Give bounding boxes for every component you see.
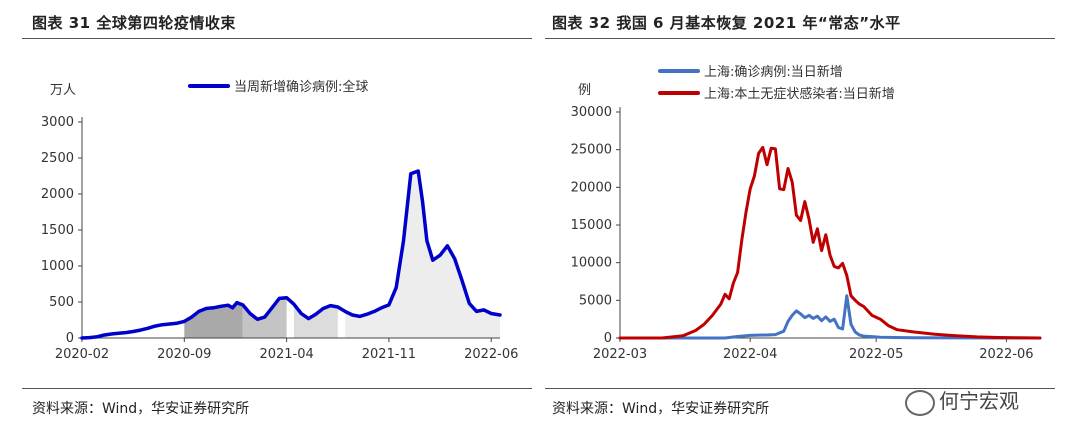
legend-label: 上海:本土无症状感染者:当日新增 xyxy=(704,86,895,102)
right-bottom-rule xyxy=(545,388,1055,389)
y-axis-label: 万人 xyxy=(50,83,76,98)
right-chart: 0 5000 10000 15000 20000 25000 30000 2022-03 202… xyxy=(571,64,1042,362)
x-tick-label: 2020-09 xyxy=(157,347,211,362)
y-tick-label: 0 xyxy=(604,331,612,346)
y-tick-label: 3000 xyxy=(41,115,74,130)
x-tick-label: 2021-11 xyxy=(362,347,416,362)
watermark-text: 何宁宏观 xyxy=(939,389,1019,413)
right-title-rule xyxy=(545,38,1055,39)
y-tick-label: 500 xyxy=(49,295,74,310)
wechat-icon xyxy=(905,389,935,416)
series-line-0 xyxy=(80,169,502,340)
y-tick-label: 15000 xyxy=(571,218,612,233)
y-tick-label: 10000 xyxy=(571,256,612,271)
y-tick-label: 0 xyxy=(66,331,74,346)
right-source-note: 资料来源：Wind，华安证券研究所 xyxy=(552,401,770,417)
y-tick-label: 25000 xyxy=(571,143,612,158)
left-title-rule xyxy=(22,38,532,39)
y-tick-label: 2500 xyxy=(41,151,74,166)
left-bottom-rule xyxy=(22,388,532,389)
y-tick-label: 20000 xyxy=(571,180,612,195)
right-panel-title: 图表 32 我国 6 月基本恢复 2021 年“常态”水平 xyxy=(552,14,901,32)
x-tick-label: 2022-06 xyxy=(979,347,1033,362)
x-tick-label: 2021-04 xyxy=(259,347,313,362)
x-tick-label: 2022-04 xyxy=(723,347,777,362)
y-tick-label: 5000 xyxy=(579,293,612,308)
left-chart: 0 500 1000 1500 2000 2500 3000 2020-02 2020-09 20… xyxy=(41,79,518,362)
left-panel-title: 图表 31 全球第四轮疫情收束 xyxy=(32,14,236,32)
y-tick-label: 1500 xyxy=(41,223,74,238)
series-line-1 xyxy=(618,145,1042,340)
x-tick-label: 2022-06 xyxy=(464,347,518,362)
legend-label: 当周新增确诊病例:全球 xyxy=(234,79,368,95)
area-band-2 xyxy=(293,304,338,338)
y-axis-label: 例 xyxy=(578,83,591,98)
x-tick-label: 2022-05 xyxy=(849,347,903,362)
left-source-note: 资料来源：Wind，华安证券研究所 xyxy=(32,401,250,417)
y-tick-label: 2000 xyxy=(41,187,74,202)
y-tick-label: 1000 xyxy=(41,259,74,274)
y-tick-label: 30000 xyxy=(571,105,612,120)
legend-label: 上海:确诊病例:当日新增 xyxy=(704,64,843,80)
series-line-0 xyxy=(618,294,1042,340)
watermark: 何宁宏观 xyxy=(905,385,1019,416)
x-tick-label: 2022-03 xyxy=(593,347,647,362)
x-tick-label: 2020-02 xyxy=(55,347,109,362)
area-band-3 xyxy=(345,170,500,338)
